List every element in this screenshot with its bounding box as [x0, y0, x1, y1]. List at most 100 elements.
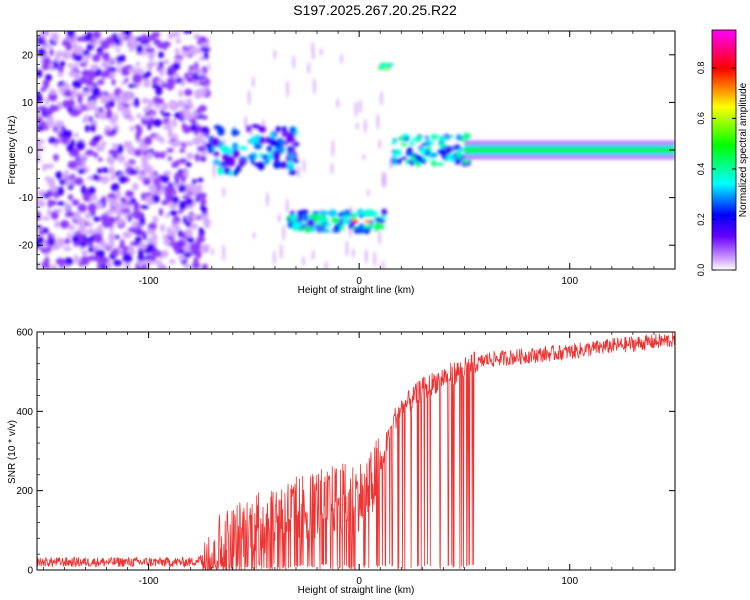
heatmap-cell	[197, 89, 208, 96]
heatmap-cell	[146, 243, 156, 252]
heatmap-cell	[362, 153, 365, 161]
heatmap-cell	[147, 50, 155, 61]
heatmap-cell	[140, 205, 150, 210]
heatmap-cell	[57, 124, 62, 133]
heatmap-cell	[123, 162, 133, 167]
heatmap-cell	[325, 260, 328, 269]
heatmap-cell	[150, 113, 155, 119]
heatmap-cell	[69, 110, 80, 117]
heatmap-cell	[228, 171, 233, 176]
colorbar-tick-label: 0.4	[696, 163, 706, 176]
heatmap-cell	[37, 106, 43, 112]
heatmap-cell	[378, 139, 381, 149]
heatmap-cell	[73, 132, 79, 138]
heatmap-cell	[136, 113, 142, 119]
heatmap-cell	[152, 118, 163, 127]
heatmap-cell	[400, 142, 407, 147]
heatmap-cell	[107, 93, 116, 103]
heatmap-cell	[168, 104, 175, 110]
heatmap-cell	[125, 141, 133, 149]
heatmap-cell	[233, 169, 238, 177]
snr-x-axis-label: Height of straight line (km)	[298, 585, 415, 596]
heatmap-cell	[183, 170, 189, 177]
heatmap-cell	[356, 122, 359, 130]
heatmap-cell	[75, 36, 86, 42]
heatmap-cell	[121, 69, 130, 76]
heatmap-cell	[68, 71, 79, 77]
heatmap-cell	[98, 107, 103, 113]
heatmap-cell	[206, 36, 210, 49]
heatmap-cell	[96, 168, 103, 174]
heatmap-cell	[47, 177, 56, 188]
heatmap-cell	[196, 107, 201, 115]
heatmap-cell	[148, 99, 153, 109]
heatmap-cell	[419, 147, 427, 155]
heatmap-cell	[146, 62, 154, 70]
heatmap-cell	[161, 200, 169, 206]
heatmap-cell	[246, 125, 252, 133]
heatmap-cell	[171, 196, 180, 204]
heatmap-cell	[297, 164, 300, 179]
heatmap-cell	[309, 226, 316, 232]
heatmap-cell	[262, 119, 265, 127]
heatmap-cell	[212, 161, 216, 179]
heatmap-cell	[72, 41, 78, 52]
heatmap-cell	[119, 238, 125, 249]
heatmap-cell	[178, 254, 186, 261]
heatmap-cell	[124, 65, 133, 70]
snr-y-axis-label: SNR (10 * v/v)	[7, 420, 18, 484]
heatmap-cell	[97, 262, 102, 269]
heatmap-cell	[73, 53, 83, 62]
heatmap-cell	[109, 99, 115, 108]
heatmap-cell	[167, 33, 174, 40]
heatmap-cell	[111, 143, 119, 149]
heatmap-cell	[147, 200, 153, 206]
heatmap-cell	[251, 124, 261, 129]
heatmap-cell	[354, 100, 358, 118]
colorbar-tick-label: 0.8	[696, 62, 706, 75]
heatmap-cell	[336, 98, 339, 109]
heatmap-cell	[64, 202, 70, 211]
heatmap-cell	[132, 182, 139, 191]
heatmap-cell	[161, 112, 172, 117]
heatmap-cell	[93, 152, 99, 159]
heatmap-cell	[128, 35, 137, 46]
heatmap-cell	[383, 172, 387, 188]
heatmap-cell	[152, 193, 160, 204]
heatmap-cell	[200, 46, 211, 52]
heatmap-cell	[210, 137, 220, 148]
heatmap-cell	[222, 243, 225, 262]
heatmap-cell	[232, 149, 240, 158]
heatmap-cell	[73, 148, 80, 159]
heatmap-cell	[185, 229, 192, 238]
heatmap-cell	[381, 64, 387, 69]
heatmap-cell	[302, 158, 306, 173]
heatmap-cell	[407, 147, 413, 154]
heatmap-cell	[183, 244, 189, 253]
heatmap-cell	[197, 177, 204, 183]
heatmap-cell	[77, 217, 86, 227]
heatmap-cell	[375, 223, 385, 230]
heatmap-cell	[42, 57, 51, 66]
heatmap-cell	[278, 213, 281, 223]
heatmap-cell	[421, 159, 427, 164]
heatmap-cell	[181, 122, 187, 132]
heatmap-cell	[168, 100, 178, 106]
heatmap-cell	[77, 203, 87, 213]
heatmap-cell	[268, 151, 273, 161]
heatmap-cell	[273, 250, 276, 265]
heatmap-cell	[199, 56, 205, 61]
heatmap-cell	[378, 230, 381, 245]
heatmap-cell	[65, 178, 72, 186]
heatmap-cell	[167, 156, 172, 162]
heatmap-cell	[110, 202, 118, 208]
snr-x-tick-label: 100	[561, 576, 578, 587]
heatmap-cell	[191, 179, 197, 185]
colorbar-tick-label: 0.6	[696, 112, 706, 125]
heatmap-cell	[129, 169, 139, 175]
heatmap-cell	[154, 151, 160, 159]
heatmap-cell	[45, 107, 53, 117]
heatmap-cell	[359, 99, 362, 114]
heatmap-cell	[159, 68, 165, 77]
heatmap-cell	[340, 53, 343, 64]
